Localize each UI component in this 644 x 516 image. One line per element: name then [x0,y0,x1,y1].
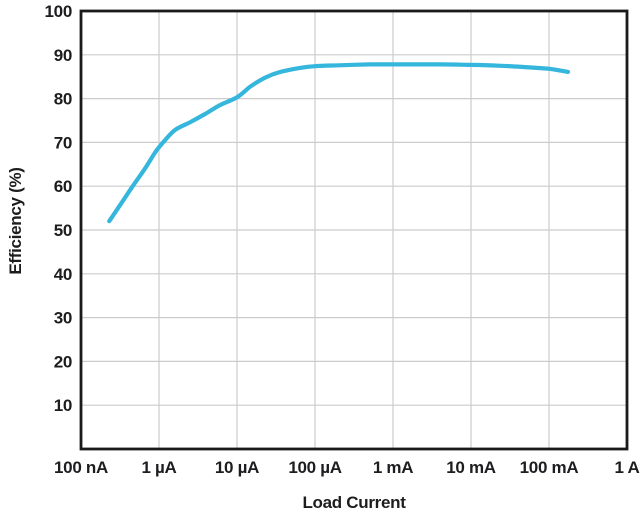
gridlines [81,11,627,449]
efficiency-curve [107,62,571,224]
x-tick-label: 100 mA [520,458,579,477]
x-tick-label: 1 mA [373,458,413,477]
y-axis-title: Efficiency (%) [6,167,25,274]
x-tick-label: 1 A [615,458,640,477]
y-tick-label: 80 [54,90,72,109]
x-axis-title: Load Current [302,493,406,512]
y-tick-label: 20 [54,352,72,371]
y-tick-label: 30 [54,309,72,328]
y-tick-label: 50 [54,221,72,240]
y-tick-label: 60 [54,177,72,196]
x-tick-label: 10 mA [446,458,496,477]
x-tick-label: 10 µA [215,458,259,477]
efficiency-line [107,62,571,224]
y-tick-label: 10 [54,396,72,415]
plot-frame [79,9,629,451]
plot-border [79,9,629,451]
y-tick-label: 90 [54,46,72,65]
x-tick-label: 100 µA [288,458,341,477]
x-tick-label: 1 µA [141,458,176,477]
tick-labels: 100 90 80 70 60 50 40 30 20 10 100 nA 1 µA 10 µA 100 … [45,2,640,477]
y-tick-label: 70 [54,133,72,152]
y-tick-label: 40 [54,265,72,284]
x-tick-label: 100 nA [54,458,108,477]
y-tick-label: 100 [45,2,72,21]
